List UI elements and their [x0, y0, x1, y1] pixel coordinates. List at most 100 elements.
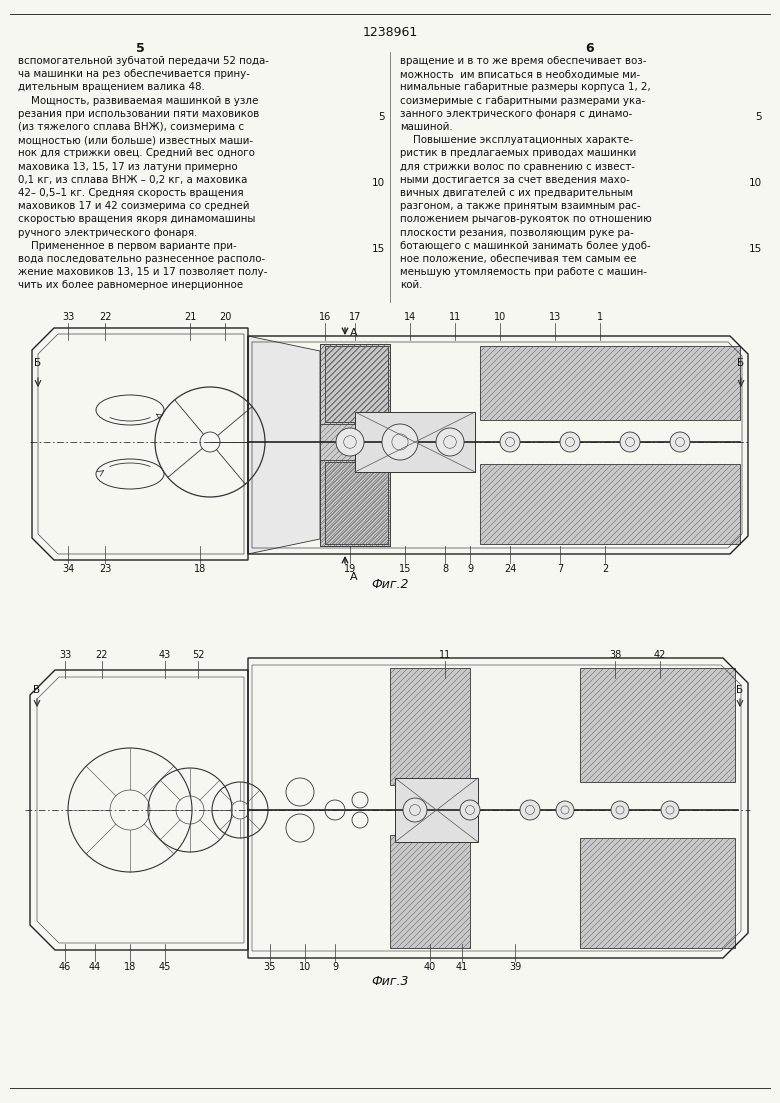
Text: 46: 46 [58, 962, 71, 972]
Text: В: В [34, 685, 41, 695]
Text: вспомогательной зубчатой передачи 52 пода-: вспомогательной зубчатой передачи 52 под… [18, 56, 269, 66]
Text: 45: 45 [159, 962, 171, 972]
Text: 24: 24 [504, 564, 516, 574]
Text: 42: 42 [654, 650, 666, 660]
Text: ными достигается за счет введения махо-: ными достигается за счет введения махо- [400, 174, 630, 185]
Text: занного электрического фонаря с динамо-: занного электрического фонаря с динамо- [400, 109, 633, 119]
Text: 41: 41 [456, 962, 468, 972]
Text: ботающего с машинкой занимать более удоб-: ботающего с машинкой занимать более удоб… [400, 240, 651, 250]
Circle shape [661, 801, 679, 820]
Text: 22: 22 [99, 312, 112, 322]
Text: 38: 38 [609, 650, 621, 660]
Text: (из тяжелого сплава ВНЖ), соизмерима с: (из тяжелого сплава ВНЖ), соизмерима с [18, 122, 244, 132]
Text: 33: 33 [58, 650, 71, 660]
Circle shape [336, 428, 364, 456]
Text: Б: Б [34, 358, 41, 368]
Circle shape [520, 800, 540, 820]
Text: резания при использовании пяти маховиков: резания при использовании пяти маховиков [18, 109, 259, 119]
Circle shape [382, 424, 418, 460]
Text: 21: 21 [184, 312, 197, 322]
Text: 10: 10 [749, 178, 762, 188]
Text: плоскости резания, позволяющим руке ра-: плоскости резания, позволяющим руке ра- [400, 227, 634, 237]
Text: Б: Б [736, 685, 743, 695]
Polygon shape [248, 336, 320, 554]
Text: для стрижки волос по сравнению с извест-: для стрижки волос по сравнению с извест- [400, 162, 635, 172]
Text: 2: 2 [602, 564, 608, 574]
Text: положением рычагов-рукояток по отношению: положением рычагов-рукояток по отношению [400, 214, 652, 224]
Text: 15: 15 [372, 244, 385, 254]
Bar [325, 462, 388, 544]
Bar [320, 460, 390, 546]
Bar [480, 464, 740, 544]
Text: жение маховиков 13, 15 и 17 позволяет полу-: жение маховиков 13, 15 и 17 позволяет по… [18, 267, 268, 277]
Text: мощностью (или больше) известных маши-: мощностью (или больше) известных маши- [18, 136, 254, 146]
Text: 17: 17 [349, 312, 361, 322]
Bar [390, 835, 470, 947]
Bar [325, 346, 388, 422]
Text: 42– 0,5–1 кг. Средняя скорость вращения: 42– 0,5–1 кг. Средняя скорость вращения [18, 188, 243, 199]
Text: кой.: кой. [400, 280, 423, 290]
Text: 16: 16 [319, 312, 332, 322]
Text: вода последовательно разнесенное располо-: вода последовательно разнесенное располо… [18, 254, 265, 264]
Text: 7: 7 [557, 564, 563, 574]
Text: соизмеримые с габаритными размерами ука-: соизмеримые с габаритными размерами ука- [400, 96, 645, 106]
Text: 6: 6 [586, 42, 594, 55]
Text: 10: 10 [494, 312, 506, 322]
Text: 40: 40 [424, 962, 436, 972]
Bar [320, 344, 390, 546]
Text: 14: 14 [404, 312, 416, 322]
Text: 5: 5 [136, 42, 144, 55]
Text: меньшую утомляемость при работе с машин-: меньшую утомляемость при работе с машин- [400, 267, 647, 277]
Text: Примененное в первом варианте при-: Примененное в первом варианте при- [18, 240, 237, 250]
Text: 5: 5 [755, 113, 762, 122]
Text: 52: 52 [192, 650, 204, 660]
Text: 15: 15 [399, 564, 411, 574]
Text: 22: 22 [96, 650, 108, 660]
Text: 9: 9 [332, 962, 338, 972]
Text: чить их более равномерное инерционное: чить их более равномерное инерционное [18, 280, 243, 290]
Text: разгоном, а также принятым взаимным рас-: разгоном, а также принятым взаимным рас- [400, 201, 640, 211]
Text: 0,1 кг, из сплава ВНЖ – 0,2 кг, а маховика: 0,1 кг, из сплава ВНЖ – 0,2 кг, а махови… [18, 174, 247, 185]
Text: 11: 11 [439, 650, 451, 660]
Text: вращение и в то же время обеспечивает воз-: вращение и в то же время обеспечивает во… [400, 56, 647, 66]
Text: 1: 1 [597, 312, 603, 322]
Text: 9: 9 [467, 564, 473, 574]
Bar [390, 668, 470, 785]
Text: 39: 39 [509, 962, 521, 972]
Text: маховиков 17 и 42 соизмерима со средней: маховиков 17 и 42 соизмерима со средней [18, 201, 250, 211]
Text: 10: 10 [372, 178, 385, 188]
Text: 11: 11 [448, 312, 461, 322]
Bar [355, 413, 475, 472]
Text: скоростью вращения якоря динамомашины: скоростью вращения якоря динамомашины [18, 214, 255, 224]
Text: можность  им вписаться в необходимые ми-: можность им вписаться в необходимые ми- [400, 69, 640, 79]
Bar [395, 778, 478, 842]
Text: 5: 5 [378, 113, 385, 122]
Text: 8: 8 [442, 564, 448, 574]
Text: 1238961: 1238961 [363, 26, 417, 39]
Text: 35: 35 [264, 962, 276, 972]
Text: А: А [350, 572, 357, 582]
Text: ручного электрического фонаря.: ручного электрического фонаря. [18, 227, 197, 237]
Text: А: А [350, 328, 357, 338]
Text: машиной.: машиной. [400, 122, 452, 132]
Circle shape [403, 797, 427, 822]
Text: дительным вращением валика 48.: дительным вращением валика 48. [18, 83, 204, 93]
Text: ное положение, обеспечивая тем самым ее: ное положение, обеспечивая тем самым ее [400, 254, 636, 264]
Text: нимальные габаритные размеры корпуса 1, 2,: нимальные габаритные размеры корпуса 1, … [400, 83, 651, 93]
Text: 43: 43 [159, 650, 171, 660]
Text: 18: 18 [194, 564, 206, 574]
Bar [580, 668, 735, 782]
Text: Б: Б [737, 358, 745, 368]
Circle shape [460, 800, 480, 820]
Text: ристик в предлагаемых приводах машинки: ристик в предлагаемых приводах машинки [400, 149, 636, 159]
Text: 34: 34 [62, 564, 74, 574]
Text: 33: 33 [62, 312, 74, 322]
Text: 44: 44 [89, 962, 101, 972]
Text: маховика 13, 15, 17 из латуни примерно: маховика 13, 15, 17 из латуни примерно [18, 162, 238, 172]
Circle shape [611, 801, 629, 820]
Bar [480, 346, 740, 420]
Circle shape [670, 432, 690, 452]
Text: 15: 15 [749, 244, 762, 254]
Circle shape [560, 432, 580, 452]
Bar [580, 838, 735, 947]
